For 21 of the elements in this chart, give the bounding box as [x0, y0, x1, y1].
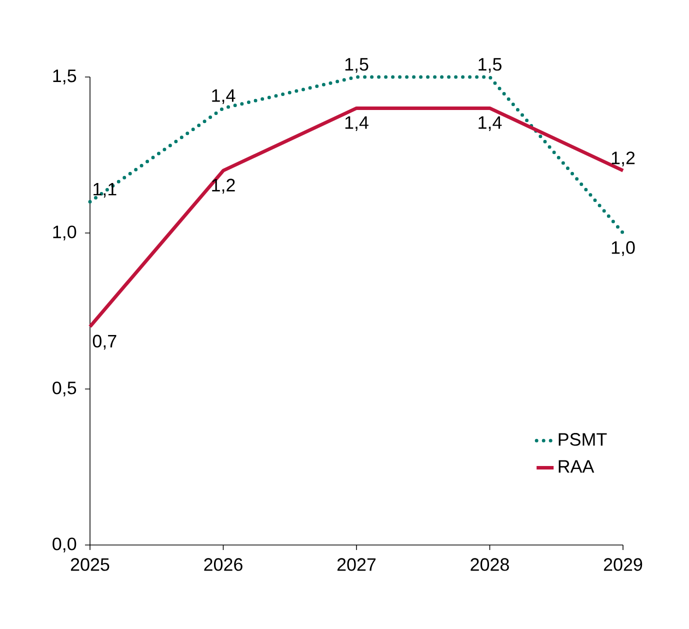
data-label: 1,0 [612, 241, 635, 256]
data-label: 1,2 [612, 152, 635, 166]
data-label: 1,2 [212, 178, 235, 194]
x-tick-label: 2027 [337, 558, 376, 571]
data-label: 1,4 [345, 116, 368, 132]
data-label: 1,4 [478, 116, 502, 132]
legend-label: PSMT [558, 433, 607, 446]
x-tick-label: 2028 [470, 558, 509, 571]
y-tick-label: 1,0 [53, 226, 76, 240]
data-label: 1,1 [94, 182, 116, 198]
x-tick-label: 2026 [204, 558, 242, 571]
data-label: 1,5 [345, 58, 368, 73]
x-tick-label: 2025 [70, 558, 110, 571]
x-tick-label: 2029 [604, 558, 642, 571]
data-label: 0,7 [92, 334, 116, 350]
data-label: 1,4 [212, 89, 236, 104]
y-tick-label: 1,5 [53, 70, 76, 84]
legend-label: RAA [558, 460, 594, 473]
y-tick-label: 0,0 [52, 538, 76, 552]
y-tick-label: 0,5 [52, 382, 76, 396]
data-label: 1,5 [478, 58, 502, 73]
